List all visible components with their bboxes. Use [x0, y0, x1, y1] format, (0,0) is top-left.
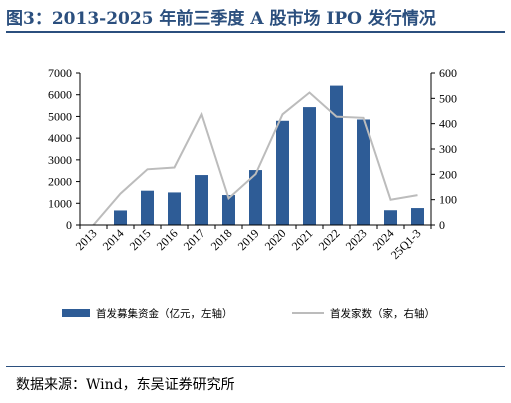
legend-label-count: 首发家数（家，右轴） [330, 307, 435, 320]
left-tick-label: 7000 [48, 66, 72, 80]
bar-2023 [357, 119, 370, 225]
left-tick-label: 5000 [48, 109, 72, 123]
bar-2018 [222, 195, 235, 225]
right-tick-label: 400 [439, 117, 457, 131]
ipo-chart: 0 1000 2000 3000 4000 5000 6000 7000 0 100 200 300… [48, 66, 457, 320]
source-divider [6, 366, 505, 367]
source-note: 数据来源：Wind，东吴证券研究所 [16, 377, 235, 393]
left-tick-label: 0 [66, 218, 72, 232]
legend-swatch-funds [62, 309, 90, 317]
bar-2020 [276, 120, 289, 225]
bar-2024 [384, 210, 397, 225]
x-tick-label: 2021 [289, 226, 316, 253]
legend-label-funds: 首发募集资金（亿元，左轴） [96, 307, 233, 320]
bar-2016 [168, 192, 181, 225]
x-tick-label: 2019 [235, 226, 262, 253]
right-tick-label: 500 [439, 91, 457, 105]
x-tick-label: 2018 [208, 226, 235, 253]
x-tick-label: 2015 [127, 226, 154, 253]
bar-2022 [330, 85, 343, 225]
right-tick-label: 0 [439, 218, 445, 232]
x-tick-label: 2023 [343, 226, 370, 253]
series-line-ipo-count [92, 91, 418, 226]
bar-2021 [303, 107, 316, 225]
left-tick-label: 4000 [48, 131, 72, 145]
bar-2015 [141, 190, 154, 225]
title-divider [6, 31, 505, 33]
x-tick-label: 2022 [316, 226, 343, 253]
right-tick-label: 300 [439, 142, 457, 156]
x-tick-label: 25Q1-3 [388, 226, 424, 262]
right-tick-label: 600 [439, 66, 457, 80]
left-tick-label: 1000 [48, 196, 72, 210]
right-tick-label: 100 [439, 193, 457, 207]
bar-2014 [114, 210, 127, 225]
bar-2019 [249, 170, 262, 225]
bar-25Q1-3 [411, 208, 424, 225]
x-tick-label: 2016 [154, 226, 181, 253]
left-tick-label: 3000 [48, 153, 72, 167]
x-tick-label: 2013 [73, 226, 100, 253]
left-tick-label: 6000 [48, 88, 72, 102]
x-tick-label: 2017 [181, 226, 208, 253]
figure-title: 图3：2013-2025 年前三季度 A 股市场 IPO 发行情况 [6, 9, 436, 29]
right-tick-label: 200 [439, 167, 457, 181]
bar-2017 [195, 175, 208, 225]
x-tick-label: 2014 [100, 226, 127, 253]
left-tick-label: 2000 [48, 175, 72, 189]
x-tick-label: 2020 [262, 226, 289, 253]
